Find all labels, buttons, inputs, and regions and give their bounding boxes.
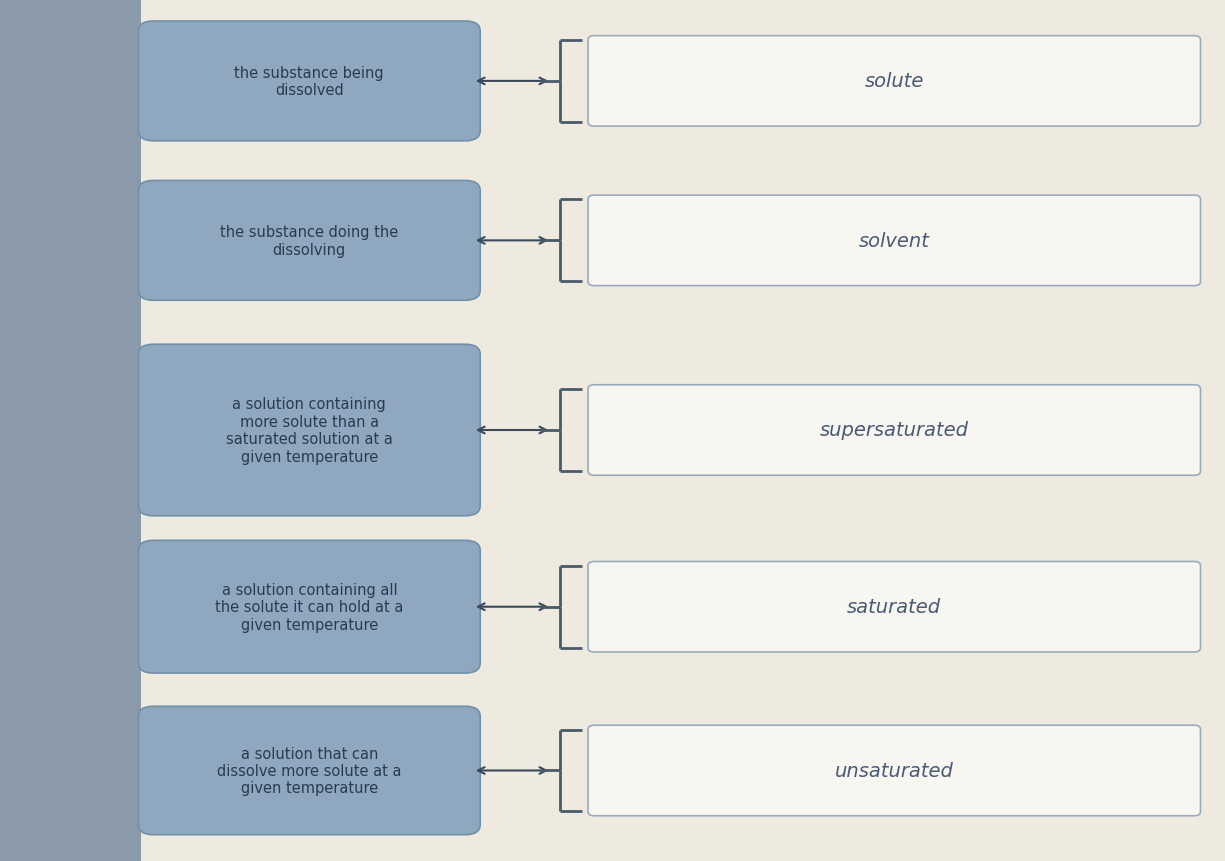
Text: a solution that can
dissolve more solute at a
given temperature: a solution that can dissolve more solute… (217, 746, 402, 796)
Text: the substance being
dissolved: the substance being dissolved (234, 65, 385, 98)
FancyBboxPatch shape (138, 345, 480, 517)
FancyBboxPatch shape (138, 541, 480, 673)
Text: the substance doing the
dissolving: the substance doing the dissolving (220, 225, 398, 257)
FancyBboxPatch shape (138, 706, 480, 835)
FancyBboxPatch shape (588, 562, 1200, 653)
Text: unsaturated: unsaturated (834, 761, 954, 780)
Text: supersaturated: supersaturated (820, 421, 969, 440)
FancyBboxPatch shape (0, 0, 141, 861)
FancyBboxPatch shape (588, 36, 1200, 127)
Text: a solution containing all
the solute it can hold at a
given temperature: a solution containing all the solute it … (216, 582, 403, 632)
Text: a solution containing
more solute than a
saturated solution at a
given temperatu: a solution containing more solute than a… (225, 397, 393, 464)
FancyBboxPatch shape (588, 386, 1200, 475)
FancyBboxPatch shape (138, 182, 480, 301)
Text: solute: solute (865, 72, 924, 91)
FancyBboxPatch shape (588, 196, 1200, 286)
Text: solvent: solvent (859, 232, 930, 251)
FancyBboxPatch shape (588, 725, 1200, 816)
Text: saturated: saturated (848, 598, 941, 616)
FancyBboxPatch shape (138, 22, 480, 141)
